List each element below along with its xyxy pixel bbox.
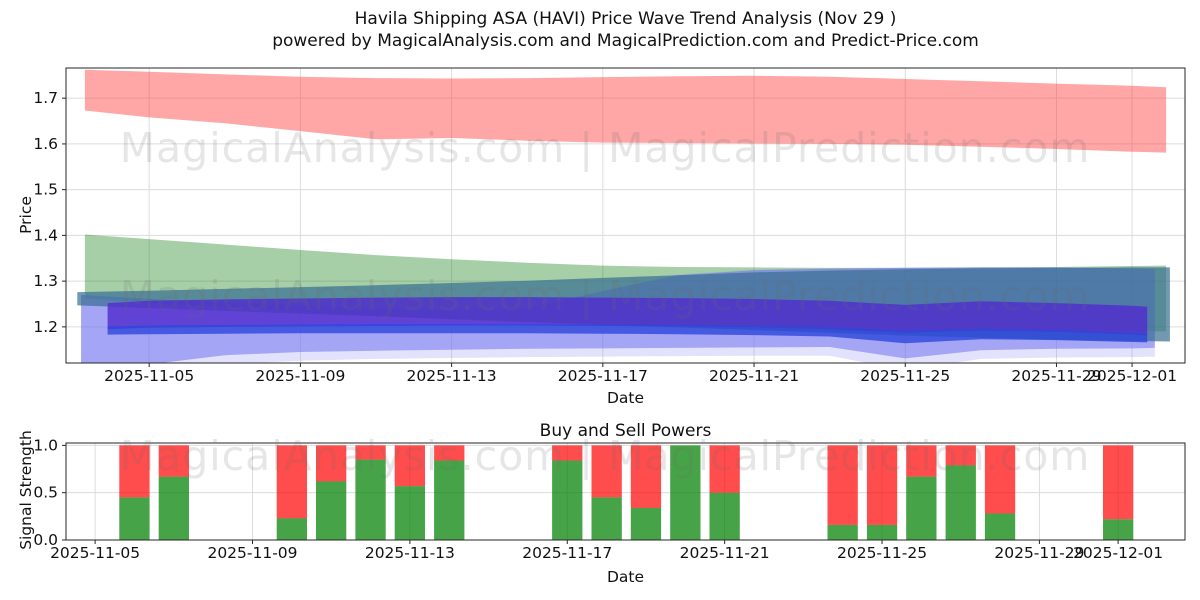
power-chart-title: Buy and Sell Powers xyxy=(539,421,712,441)
bar-buy xyxy=(591,497,622,540)
x-tick-label: 2025-11-17 xyxy=(558,367,648,385)
bar-buy xyxy=(709,492,740,540)
bar-buy xyxy=(945,465,976,540)
bar-buy xyxy=(119,497,150,540)
bar-buy xyxy=(866,524,898,540)
bar-sell xyxy=(434,445,465,461)
bar-buy xyxy=(984,513,1016,540)
x-tick-label: 2025-12-01 xyxy=(1073,544,1163,562)
x-tick-label: 2025-11-13 xyxy=(407,367,497,385)
signal-axis-label: Signal Strength xyxy=(17,430,35,550)
bar-sell xyxy=(1103,445,1134,520)
bar-buy xyxy=(158,476,189,540)
power-bars xyxy=(119,445,1134,540)
bar-buy xyxy=(827,524,858,540)
bar-buy xyxy=(276,518,307,540)
x-tick-label: 2025-11-25 xyxy=(837,544,927,562)
y-tick-label: 0.0 xyxy=(33,531,58,549)
price-axis-label: Price xyxy=(17,196,35,234)
bar-sell xyxy=(591,445,622,498)
x-tick-label: 2025-11-29 xyxy=(1011,367,1101,385)
price_wave-frame: 2025-11-05 2025-11-09 2025-11-13 2025-11-17… xyxy=(33,67,1186,385)
bar-sell xyxy=(355,445,386,460)
x-tick-label: 2025-11-25 xyxy=(860,367,950,385)
bar-sell xyxy=(276,445,307,519)
x-tick-label: 2025-11-17 xyxy=(522,544,612,562)
axes-spines xyxy=(65,67,1186,364)
x-tick-label: 2025-11-09 xyxy=(207,544,297,562)
price-bands xyxy=(77,69,1170,363)
band-upper-resistance-band xyxy=(84,69,1167,153)
bar-buy xyxy=(906,476,937,540)
x-tick-label: 2025-11-09 xyxy=(255,367,345,385)
y-tick-label: 1.4 xyxy=(33,226,58,244)
x-tick-label: 2025-11-21 xyxy=(680,544,770,562)
bar-sell xyxy=(316,445,347,482)
buy_sell_powers-frame: 2025-11-05 2025-11-09 2025-11-13 2025-11-17… xyxy=(33,436,1186,562)
bar-sell xyxy=(394,445,425,487)
x-tick-label: 2025-11-29 xyxy=(994,544,1084,562)
bar-buy xyxy=(316,481,347,540)
x-tick-label: 2025-11-05 xyxy=(50,544,140,562)
bar-sell xyxy=(552,445,583,461)
bar-buy xyxy=(1103,519,1134,540)
band-blue-inner-band xyxy=(107,324,1148,344)
y-tick-label: 1.6 xyxy=(33,135,58,153)
axes-spines xyxy=(65,442,1186,541)
bar-buy xyxy=(630,507,662,540)
chart-subtitle: powered by MagicalAnalysis.com and Magic… xyxy=(272,31,979,51)
y-tick-label: 1.5 xyxy=(33,181,58,199)
bar-sell xyxy=(827,445,858,525)
y-tick-label: 1.3 xyxy=(33,272,58,290)
bar-sell xyxy=(630,445,662,508)
buy_sell_powers-axes xyxy=(66,443,1185,541)
bar-buy xyxy=(670,445,701,540)
bar-buy xyxy=(434,460,465,540)
bar-buy xyxy=(355,459,386,540)
x-tick-label: 2025-12-01 xyxy=(1087,367,1177,385)
y-tick-label: 1.2 xyxy=(33,318,58,336)
x-tick-label: 2025-11-13 xyxy=(365,544,455,562)
chart-title: Havila Shipping ASA (HAVI) Price Wave Tr… xyxy=(354,9,897,29)
y-tick-label: 0.5 xyxy=(33,484,58,502)
bar-sell xyxy=(945,445,976,466)
y-tick-label: 1.7 xyxy=(33,89,58,107)
bar-buy xyxy=(552,460,583,540)
x-tick-label: 2025-11-21 xyxy=(709,367,799,385)
bar-sell xyxy=(906,445,937,477)
bar-sell xyxy=(158,445,189,477)
bar-sell xyxy=(866,445,898,525)
bar-sell xyxy=(119,445,150,498)
date-axis-label-bottom: Date xyxy=(606,568,645,586)
bar-sell xyxy=(984,445,1016,514)
bar-buy xyxy=(394,486,425,540)
x-tick-label: 2025-11-05 xyxy=(104,367,194,385)
date-axis-label-top: Date xyxy=(606,389,645,407)
bar-sell xyxy=(709,445,740,493)
y-tick-label: 1.0 xyxy=(33,436,58,454)
